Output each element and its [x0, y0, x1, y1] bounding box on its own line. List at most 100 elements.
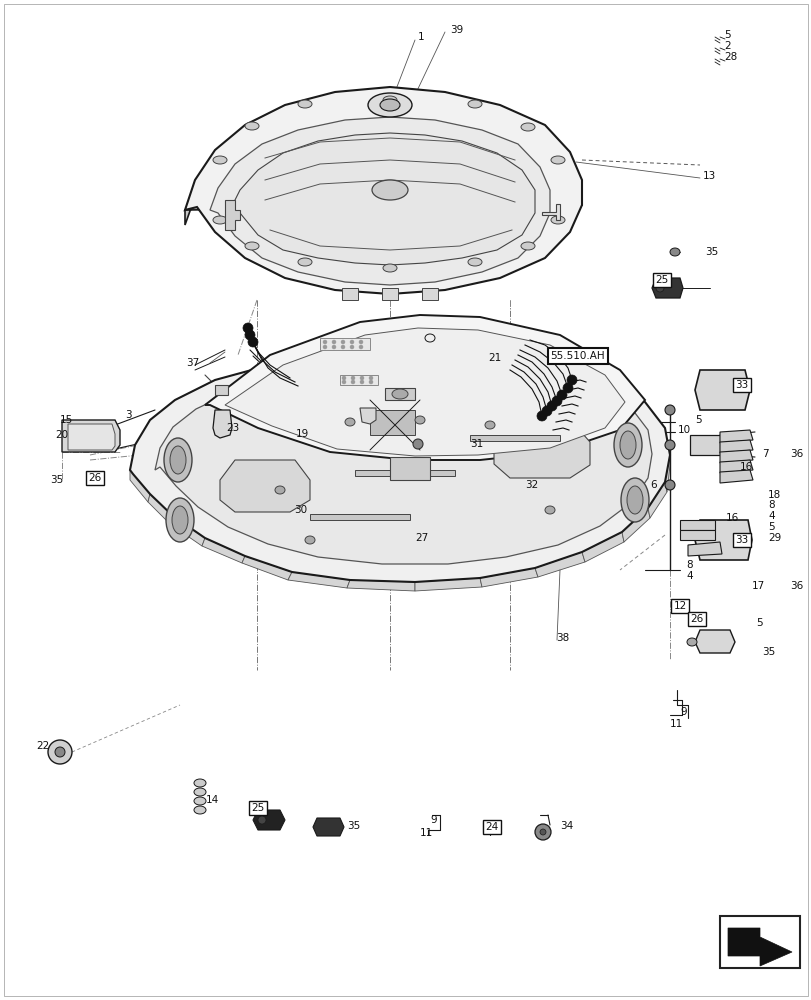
Polygon shape: [664, 455, 669, 492]
Text: 32: 32: [525, 480, 538, 490]
Ellipse shape: [212, 216, 227, 224]
Ellipse shape: [626, 486, 642, 514]
Ellipse shape: [556, 390, 566, 400]
Polygon shape: [727, 928, 791, 966]
Ellipse shape: [547, 401, 556, 411]
Text: 5: 5: [723, 30, 730, 40]
Ellipse shape: [323, 345, 327, 349]
Ellipse shape: [332, 345, 336, 349]
Text: 2: 2: [723, 41, 730, 51]
Text: 28: 28: [723, 52, 736, 62]
Ellipse shape: [521, 123, 534, 131]
Text: 5: 5: [755, 618, 762, 628]
Text: 35: 35: [50, 475, 63, 485]
Polygon shape: [62, 420, 120, 452]
Text: 5: 5: [694, 415, 701, 425]
Ellipse shape: [350, 380, 354, 384]
Text: 21: 21: [488, 353, 501, 363]
Ellipse shape: [245, 122, 259, 130]
Text: 35: 35: [704, 247, 718, 257]
Text: 31: 31: [470, 439, 483, 449]
Ellipse shape: [383, 96, 397, 104]
Ellipse shape: [669, 248, 679, 256]
Ellipse shape: [562, 383, 573, 393]
Text: 26: 26: [689, 614, 703, 624]
Ellipse shape: [55, 747, 65, 757]
Polygon shape: [694, 370, 749, 410]
Text: 22: 22: [36, 741, 49, 751]
Ellipse shape: [536, 411, 547, 421]
Ellipse shape: [341, 380, 345, 384]
Ellipse shape: [367, 93, 411, 117]
Text: 16: 16: [725, 513, 738, 523]
Ellipse shape: [368, 376, 372, 380]
Ellipse shape: [551, 396, 561, 406]
Text: 37: 37: [186, 358, 199, 368]
Ellipse shape: [258, 816, 266, 824]
Polygon shape: [479, 568, 538, 587]
Text: 3: 3: [125, 410, 131, 420]
Polygon shape: [384, 388, 414, 400]
Ellipse shape: [620, 478, 648, 522]
Ellipse shape: [544, 506, 554, 514]
Bar: [381, 288, 397, 300]
Polygon shape: [288, 572, 350, 588]
Ellipse shape: [686, 638, 696, 646]
Ellipse shape: [350, 345, 354, 349]
Ellipse shape: [521, 242, 534, 250]
Text: 36: 36: [789, 581, 802, 591]
Ellipse shape: [613, 423, 642, 467]
Ellipse shape: [664, 480, 674, 490]
Text: 7: 7: [761, 449, 768, 459]
Text: 17: 17: [751, 581, 764, 591]
Polygon shape: [225, 200, 240, 230]
Ellipse shape: [275, 486, 285, 494]
Ellipse shape: [341, 376, 345, 380]
Ellipse shape: [655, 284, 663, 292]
Text: 25: 25: [251, 803, 264, 813]
Text: 12: 12: [672, 601, 686, 611]
Ellipse shape: [413, 439, 423, 449]
Text: 11: 11: [419, 828, 433, 838]
Ellipse shape: [298, 258, 311, 266]
Text: 5: 5: [767, 522, 774, 532]
Ellipse shape: [541, 406, 551, 416]
Polygon shape: [310, 514, 410, 520]
Text: 38: 38: [556, 633, 569, 643]
Ellipse shape: [48, 740, 72, 764]
Text: 29: 29: [767, 533, 780, 543]
Polygon shape: [215, 385, 228, 395]
Text: 30: 30: [294, 505, 307, 515]
Text: 9: 9: [430, 815, 436, 825]
Ellipse shape: [664, 440, 674, 450]
Polygon shape: [130, 470, 150, 502]
Polygon shape: [621, 508, 649, 542]
Text: 20: 20: [55, 430, 68, 440]
Bar: [340, 375, 378, 385]
Text: 16: 16: [739, 462, 753, 472]
Ellipse shape: [383, 264, 397, 272]
Text: 25: 25: [654, 275, 667, 285]
Ellipse shape: [358, 340, 363, 344]
Ellipse shape: [350, 376, 354, 380]
Polygon shape: [414, 578, 482, 591]
Text: 8: 8: [685, 560, 692, 570]
Bar: [341, 288, 358, 300]
Text: 4: 4: [767, 511, 774, 521]
Polygon shape: [210, 117, 549, 285]
Ellipse shape: [359, 376, 363, 380]
Ellipse shape: [358, 345, 363, 349]
Ellipse shape: [467, 100, 482, 108]
Ellipse shape: [242, 323, 253, 333]
Polygon shape: [679, 530, 714, 540]
Bar: [422, 288, 437, 300]
Polygon shape: [130, 352, 669, 582]
Ellipse shape: [620, 431, 635, 459]
Text: 33: 33: [735, 535, 748, 545]
Ellipse shape: [551, 216, 564, 224]
Polygon shape: [212, 410, 232, 438]
Text: 24: 24: [485, 822, 498, 832]
Ellipse shape: [484, 421, 495, 429]
Polygon shape: [719, 450, 752, 463]
Ellipse shape: [164, 438, 191, 482]
